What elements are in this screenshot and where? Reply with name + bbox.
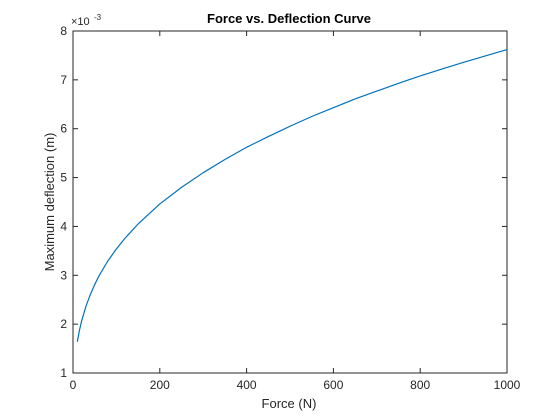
y-tick-label: 6	[60, 122, 67, 136]
x-tick-label: 1000	[494, 378, 521, 392]
x-tick-label: 0	[70, 378, 77, 392]
y-tick-label: 7	[60, 73, 67, 87]
x-tick-label: 400	[237, 378, 257, 392]
y-axis-ticks: 1 2 3 4 5 6 7 8	[60, 24, 507, 380]
y-axis-label: Maximum deflection (m)	[42, 133, 57, 272]
x-axis-ticks: 0 200 400 600 800 1000	[70, 31, 521, 392]
series-group	[76, 48, 508, 342]
x-tick-label: 800	[410, 378, 430, 392]
plot-box	[72, 30, 508, 374]
chart-title: Force vs. Deflection Curve	[207, 11, 371, 26]
y-tick-label: 4	[60, 219, 67, 233]
y-tick-label: 2	[60, 317, 67, 331]
x-tick-label: 200	[150, 378, 170, 392]
x-axis-label: Force (N)	[262, 396, 317, 411]
y-tick-label: 8	[60, 24, 67, 38]
y-axis-exponent-power: -3	[94, 13, 102, 22]
x-tick-label: 600	[323, 378, 343, 392]
y-tick-label: 3	[60, 268, 67, 282]
y-tick-label: 1	[60, 366, 67, 380]
y-tick-label: 5	[60, 171, 67, 185]
plot-area	[72, 30, 508, 374]
y-axis-exponent-base: ×10	[71, 16, 90, 28]
y-axis-exponent: ×10 -3	[71, 13, 102, 28]
series-line	[76, 48, 508, 342]
